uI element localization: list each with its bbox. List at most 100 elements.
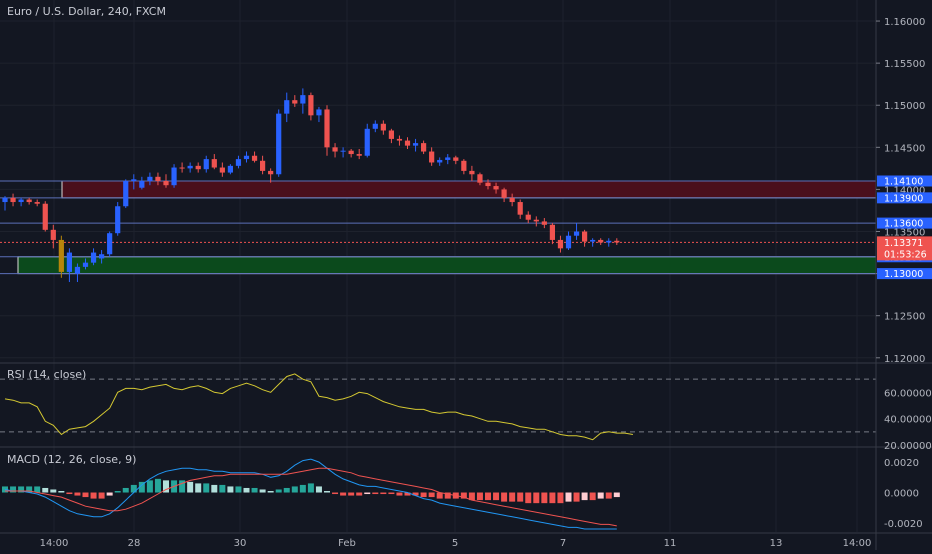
macd-histogram-bar xyxy=(485,492,491,501)
candle-body xyxy=(115,206,121,234)
time-tick-label: 28 xyxy=(128,538,141,549)
macd-histogram-bar xyxy=(187,481,194,493)
candle-body xyxy=(340,150,346,152)
rsi-tick-label: 40.00000 xyxy=(884,415,932,426)
candle-body xyxy=(525,214,531,220)
macd-histogram-bar xyxy=(605,492,612,499)
macd-histogram-bar xyxy=(283,487,290,493)
candle-body xyxy=(34,202,40,204)
macd-histogram-bar xyxy=(267,491,274,493)
candle-body xyxy=(187,165,193,169)
time-tick-label: 13 xyxy=(770,538,783,549)
candle-body xyxy=(163,181,169,186)
countdown-label: 01:53:26 xyxy=(884,249,927,260)
macd-histogram-bar xyxy=(557,492,564,504)
macd-histogram-bar xyxy=(565,492,572,502)
macd-histogram-bar xyxy=(50,489,57,493)
rsi-pane xyxy=(0,373,876,441)
macd-histogram-bar xyxy=(573,492,580,502)
macd-line xyxy=(4,458,617,530)
macd-histogram-bar xyxy=(541,492,548,504)
macd-histogram-bar xyxy=(299,484,306,493)
candle-body xyxy=(598,239,604,243)
candle-body xyxy=(541,221,547,225)
candle-body xyxy=(243,155,250,160)
level-tag xyxy=(877,175,932,187)
macd-histogram-bar xyxy=(122,487,129,493)
macd-histogram-bar xyxy=(227,486,234,493)
level-tag-label: 1.13900 xyxy=(884,193,923,204)
macd-histogram-bar xyxy=(332,492,339,495)
candle-body xyxy=(388,130,394,139)
macd-histogram-bar xyxy=(219,484,226,493)
level-lines xyxy=(0,180,876,275)
macd-histogram-bar xyxy=(203,483,210,493)
candle-body xyxy=(421,143,427,152)
macd-histogram-bar xyxy=(493,492,500,501)
candle-body xyxy=(26,199,32,203)
macd-histogram-bar xyxy=(138,481,145,493)
macd-histogram-bar xyxy=(146,480,153,493)
rsi-line xyxy=(4,373,633,441)
candle-body xyxy=(18,199,24,203)
price-tick-label: 1.13500 xyxy=(884,228,925,239)
macd-histogram-bar xyxy=(195,483,202,493)
candle-body xyxy=(179,167,185,169)
candle-body xyxy=(251,155,258,161)
candle-body xyxy=(2,197,8,203)
candle-body xyxy=(235,159,242,166)
candle-body xyxy=(316,109,322,116)
macd-histogram-bar xyxy=(404,492,411,496)
level-tag-label: 1.13600 xyxy=(884,219,923,230)
level-tag xyxy=(877,268,932,280)
macd-histogram-bar xyxy=(42,487,49,493)
zones xyxy=(17,180,877,275)
candle-body xyxy=(477,174,483,183)
macd-histogram-bar xyxy=(517,492,524,502)
macd-histogram-bar xyxy=(34,486,41,493)
price-tick-label: 1.16000 xyxy=(884,17,925,28)
price-tick-label: 1.12500 xyxy=(884,312,925,323)
candle-body xyxy=(107,233,113,255)
candle-body xyxy=(565,235,572,249)
macd-label: MACD (12, 26, close, 9) xyxy=(7,453,136,466)
candle-body xyxy=(139,181,145,188)
candle-body xyxy=(606,240,612,243)
macd-histogram-bar xyxy=(163,480,169,493)
price-tick-label: 1.15000 xyxy=(884,101,925,112)
macd-histogram-bar xyxy=(380,492,387,495)
candle-body xyxy=(324,109,330,148)
macd-histogram-bar xyxy=(533,492,540,504)
candle-body xyxy=(453,157,459,161)
candle-body xyxy=(300,95,306,104)
candle-body xyxy=(557,239,564,249)
macd-histogram-bar xyxy=(348,492,355,496)
macd-histogram-bar xyxy=(114,491,121,493)
macd-histogram-bar xyxy=(501,492,508,502)
macd-histogram-bar xyxy=(259,489,266,493)
price-tick-label: 1.12000 xyxy=(884,354,925,365)
candle-body xyxy=(590,239,596,242)
candle-body xyxy=(614,240,620,243)
macd-histogram-bar xyxy=(291,486,298,493)
macd-histogram-bar xyxy=(315,486,322,493)
candle-body xyxy=(123,181,129,207)
candle-body xyxy=(445,157,451,160)
time-tick-label: Feb xyxy=(338,538,356,549)
macd-histogram-bar xyxy=(307,483,314,493)
candle-body xyxy=(364,128,370,156)
candle-body xyxy=(380,123,386,131)
time-tick-label: 30 xyxy=(234,538,247,549)
level-tag-label: 1.14100 xyxy=(884,177,923,188)
candle-body xyxy=(533,219,539,222)
candle-body xyxy=(501,189,507,198)
macd-histogram-bar xyxy=(388,492,395,495)
candle-body xyxy=(469,170,475,175)
candle-body xyxy=(582,231,588,242)
macd-histogram-bar xyxy=(589,492,596,501)
candle-body xyxy=(147,176,153,181)
time-tick-label: 14:00 xyxy=(843,538,872,549)
macd-histogram-bar xyxy=(154,478,161,493)
